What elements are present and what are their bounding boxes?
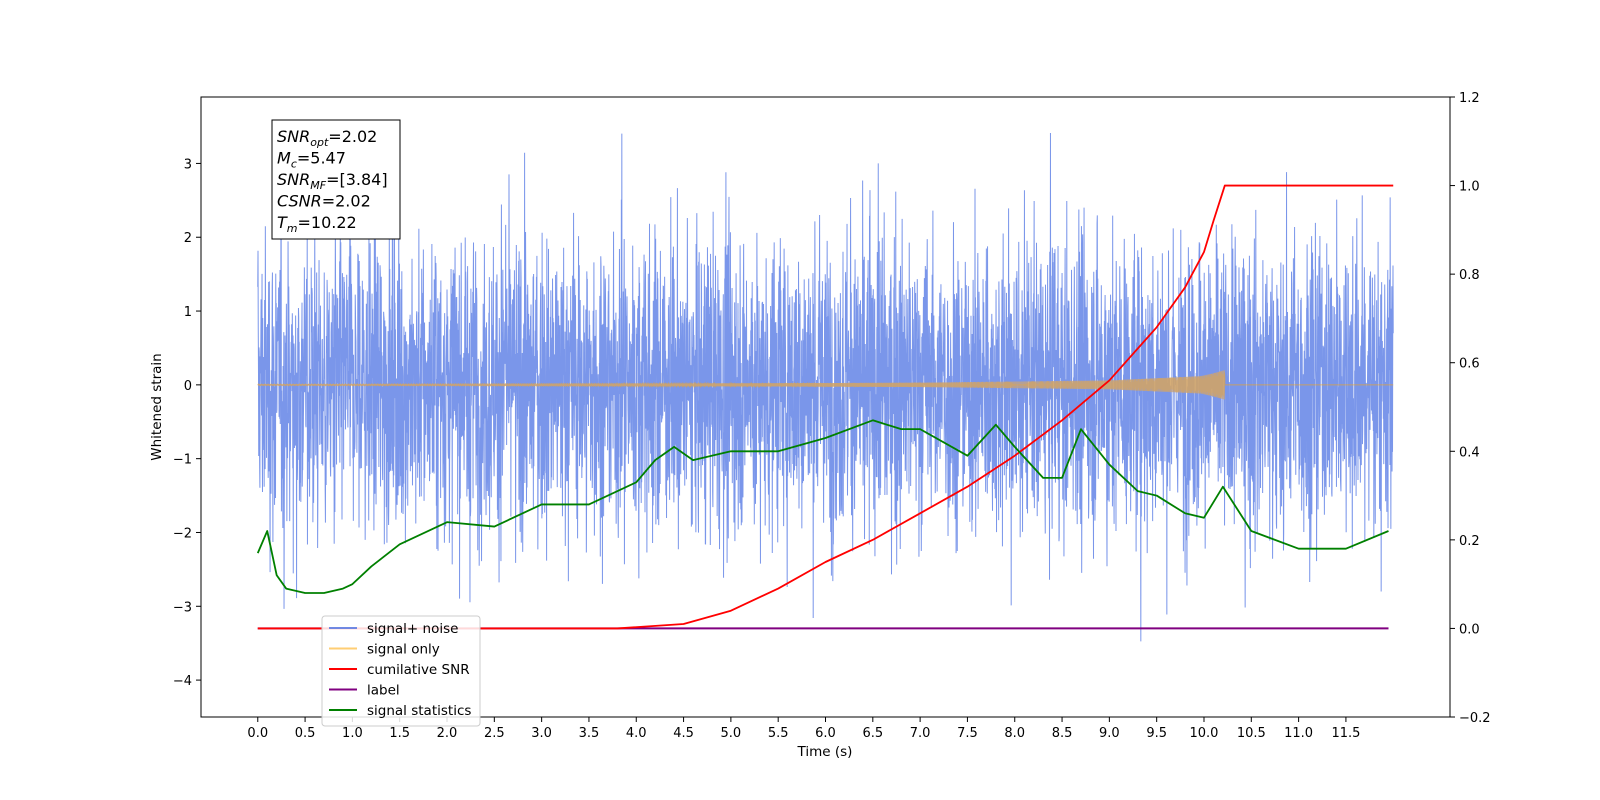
y2-axis-ticks: −0.2 0.0 0.2 0.4 0.6 0.8 1.0 1.2 <box>1450 91 1491 726</box>
y-axis-ticks: −4 −3 −2 −1 0 1 2 3 <box>173 157 201 689</box>
y2-tick-label: 0.4 <box>1459 445 1480 460</box>
signal-only-envelope <box>257 370 1225 400</box>
series-signal-statistics <box>256 419 1389 594</box>
x-tick-label: 1.0 <box>342 726 363 741</box>
y-tick-label: −1 <box>173 453 192 468</box>
x-tick-label: 6.0 <box>815 726 836 741</box>
x-tick-label: 6.5 <box>862 726 883 741</box>
info-box-entry: Tm=10.22 <box>277 213 357 235</box>
y2-tick-label: 1.0 <box>1459 180 1480 195</box>
x-tick-label: 11.0 <box>1284 726 1313 741</box>
legend-frame <box>321 615 481 727</box>
legend-label: signal statistics <box>367 703 471 719</box>
y2-tick-label: 0.6 <box>1459 357 1480 372</box>
y2-tick-label: 1.2 <box>1459 91 1480 106</box>
y-tick-label: −2 <box>173 526 192 541</box>
x-tick-label: 2.5 <box>484 726 505 741</box>
info-box-entry: CSNR=2.02 <box>277 192 371 211</box>
x-tick-label: 4.5 <box>673 726 694 741</box>
y-tick-label: 0 <box>184 379 192 394</box>
x-tick-label: 10.0 <box>1190 726 1219 741</box>
x-tick-label: 7.5 <box>957 726 978 741</box>
legend-label: signal+ noise <box>367 621 458 637</box>
x-tick-label: 11.5 <box>1331 726 1360 741</box>
signal-only-layer <box>257 370 1394 400</box>
legend-label: label <box>367 683 400 699</box>
x-tick-label: 0.0 <box>247 726 268 741</box>
x-tick-label: 10.5 <box>1237 726 1266 741</box>
x-tick-label: 9.0 <box>1099 726 1120 741</box>
x-axis-label: Time (s) <box>797 744 853 760</box>
x-tick-label: 0.5 <box>295 726 316 741</box>
x-tick-label: 7.0 <box>910 726 931 741</box>
noise-series-layer <box>257 133 1394 642</box>
y2-tick-label: −0.2 <box>1459 711 1491 726</box>
x-axis-ticks: 0.0 0.5 1.0 1.5 2.0 2.5 3.0 3.5 4.0 4.5 5.0 5.5 6.0 6… <box>247 717 1360 741</box>
info-box-frame <box>271 119 401 240</box>
legend-label: signal only <box>367 642 440 658</box>
info-box-entry: Mc=5.47 <box>277 149 346 171</box>
y-tick-label: 3 <box>184 157 192 172</box>
y-axis-label: Whitened strain <box>149 353 165 460</box>
x-tick-label: 5.0 <box>721 726 742 741</box>
legend: signal+ noise signal only cumilative SNR la… <box>321 615 481 727</box>
series-cumulative-snr <box>257 184 1394 630</box>
info-box-entry: SNRMF=[3.84] <box>277 170 388 192</box>
x-tick-label: 3.5 <box>579 726 600 741</box>
y2-tick-label: 0.8 <box>1459 268 1480 283</box>
x-tick-label: 9.5 <box>1146 726 1167 741</box>
y2-tick-label: 0.0 <box>1459 622 1480 637</box>
x-tick-label: 3.0 <box>531 726 552 741</box>
y-tick-label: −3 <box>173 600 192 615</box>
x-tick-label: 5.5 <box>768 726 789 741</box>
x-tick-label: 8.5 <box>1052 726 1073 741</box>
info-box-entry: SNRopt=2.02 <box>277 127 377 149</box>
x-tick-label: 4.0 <box>626 726 647 741</box>
x-tick-label: 2.0 <box>437 726 458 741</box>
legend-label: cumilative SNR <box>367 662 470 678</box>
y-tick-label: −4 <box>173 674 192 689</box>
y-tick-label: 1 <box>184 305 192 320</box>
x-tick-label: 8.0 <box>1004 726 1025 741</box>
x-tick-label: 1.5 <box>389 726 410 741</box>
series-signal-noise <box>257 133 1394 642</box>
y2-tick-label: 0.2 <box>1459 534 1480 549</box>
y-tick-label: 2 <box>184 231 192 246</box>
